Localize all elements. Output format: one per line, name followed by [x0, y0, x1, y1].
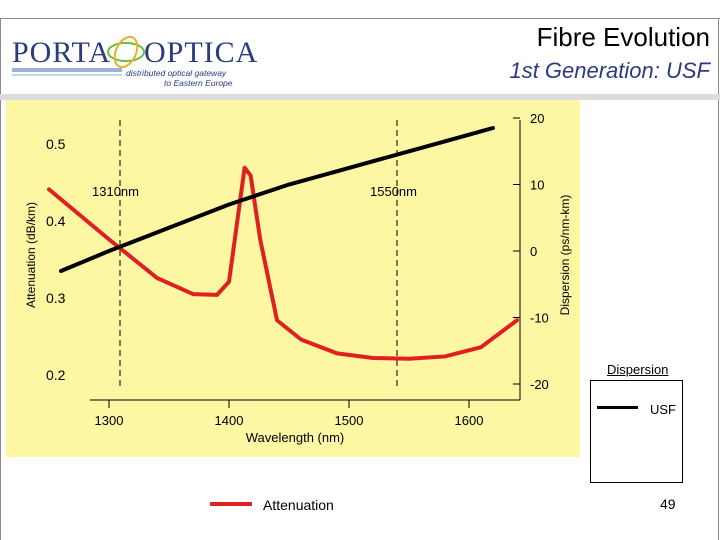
x-tick-label-1300: 1300: [95, 413, 124, 428]
slide-frame-top: [0, 18, 720, 19]
y-right-tick-label--10: -10: [530, 311, 549, 326]
x-tick-label-1500: 1500: [335, 413, 364, 428]
slide-frame-left: [0, 18, 1, 540]
y-left-axis-label: Attenuation (dB/km): [24, 202, 38, 308]
logo-tagline: distributed optical gateway to Eastern E…: [126, 68, 233, 88]
y-left-tick-label-0.5: 0.5: [46, 136, 66, 152]
x-tick-label-1600: 1600: [455, 413, 484, 428]
y-left-tick-label-0.4: 0.4: [46, 213, 66, 229]
y-left-tick-label-0.3: 0.3: [46, 290, 66, 306]
annotation-label-1550nm: 1550nm: [370, 184, 417, 199]
legend-box: [590, 380, 683, 483]
legend-attenuation-label: Attenuation: [263, 497, 334, 513]
legend-dispersion-heading: Dispersion: [607, 362, 669, 377]
slide-frame-right: [718, 18, 719, 540]
logo-tagline-line1: distributed optical gateway: [126, 68, 227, 78]
y-right-tick-label-10: 10: [530, 178, 544, 193]
porta-optica-logo: PORTA OPTICA distributed optical gateway…: [8, 30, 257, 90]
logo-tagline-line2: to Eastern Europe: [164, 78, 233, 88]
y-right-tick-label--20: -20: [530, 377, 549, 392]
series-line-usf: [59, 126, 495, 273]
header-divider: [0, 94, 720, 100]
x-axis-label: Wavelength (nm): [246, 430, 345, 445]
y-right-axis-label: Dispersion (ps/nm-km): [558, 195, 572, 316]
y-right-tick-label-20: 20: [530, 111, 544, 126]
legend-attenuation-swatch: [210, 502, 252, 506]
logo-word-left: PORTA: [12, 36, 112, 69]
chart-root: 1310nm 1550nm 1300 1400 1500 1600 Wavelength (…: [24, 111, 572, 445]
slide-subtitle: 1st Generation: USF: [509, 58, 710, 83]
plot-background: [6, 100, 580, 457]
page-number: 49: [660, 496, 676, 512]
x-tick-label-1400: 1400: [215, 413, 244, 428]
y-right-tick-label-0: 0: [530, 244, 537, 259]
series-line-attenuation: [47, 165, 519, 361]
y-left-tick-label-0.2: 0.2: [46, 367, 66, 383]
annotation-label-1310nm: 1310nm: [92, 184, 139, 199]
legend-usf-label: USF: [650, 402, 676, 417]
logo-swirl-icon: [12, 35, 145, 76]
legend-usf-swatch: [597, 406, 638, 409]
logo-word-right: OPTICA: [144, 36, 259, 69]
slide-title: Fibre Evolution: [536, 22, 710, 52]
